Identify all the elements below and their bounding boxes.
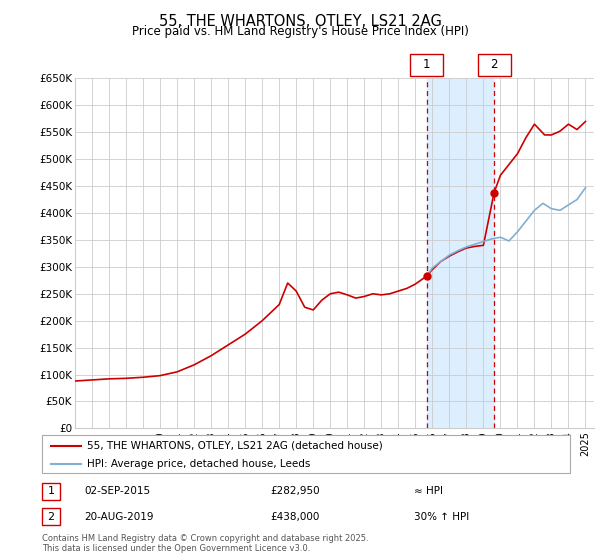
Text: 55, THE WHARTONS, OTLEY, LS21 2AG (detached house): 55, THE WHARTONS, OTLEY, LS21 2AG (detac… (87, 441, 383, 451)
Text: HPI: Average price, detached house, Leeds: HPI: Average price, detached house, Leed… (87, 459, 310, 469)
Text: ≈ HPI: ≈ HPI (414, 487, 443, 496)
Text: Price paid vs. HM Land Registry's House Price Index (HPI): Price paid vs. HM Land Registry's House … (131, 25, 469, 38)
Bar (427, 78, 494, 428)
Text: 2: 2 (47, 512, 55, 521)
Text: £438,000: £438,000 (270, 512, 319, 521)
Text: 1: 1 (47, 487, 55, 496)
Text: £282,950: £282,950 (270, 487, 320, 496)
Text: 55, THE WHARTONS, OTLEY, LS21 2AG: 55, THE WHARTONS, OTLEY, LS21 2AG (158, 14, 442, 29)
Text: 2: 2 (490, 58, 498, 72)
Text: Contains HM Land Registry data © Crown copyright and database right 2025.
This d: Contains HM Land Registry data © Crown c… (42, 534, 368, 553)
Text: 20-AUG-2019: 20-AUG-2019 (84, 512, 154, 521)
Text: 1: 1 (423, 58, 430, 72)
Text: 30% ↑ HPI: 30% ↑ HPI (414, 512, 469, 521)
Text: 02-SEP-2015: 02-SEP-2015 (84, 487, 150, 496)
